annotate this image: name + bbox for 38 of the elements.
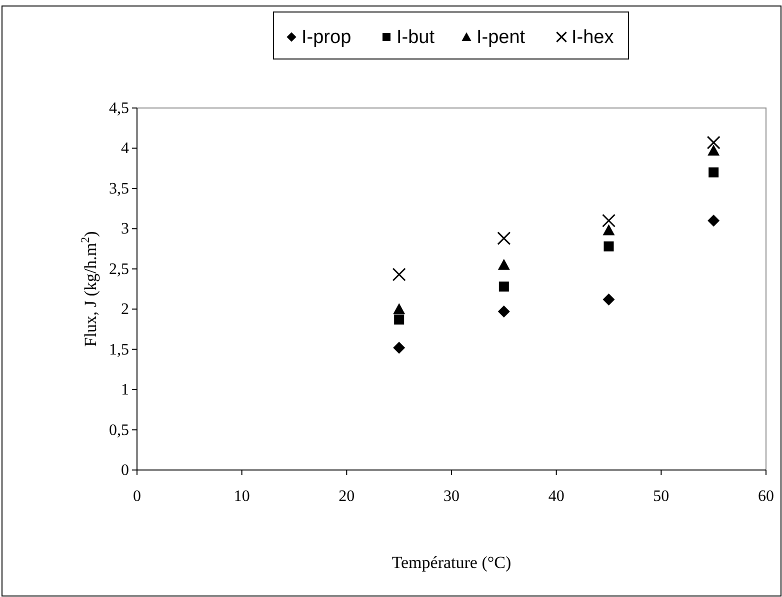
x-tick-label: 20 — [338, 488, 355, 505]
y-tick-label: 4 — [121, 140, 129, 158]
point — [602, 214, 616, 228]
y-tick-label: 0,5 — [109, 422, 129, 439]
y-tick-label: 1,5 — [109, 341, 129, 358]
x-tick-label: 40 — [548, 488, 564, 505]
point — [604, 241, 614, 252]
x-tick-label: 30 — [444, 488, 460, 505]
point — [498, 306, 510, 318]
y-tick-label: 2,5 — [109, 260, 129, 278]
legend-label: I-prop — [302, 27, 352, 48]
point — [393, 342, 406, 354]
point — [708, 214, 720, 227]
point — [392, 268, 406, 282]
legend-label: I-pent — [476, 27, 526, 48]
x-axis-title: Température (°C) — [392, 553, 512, 572]
y-tick-label: 3 — [121, 220, 129, 238]
y-tick-label: 0 — [121, 462, 129, 479]
point — [602, 224, 615, 236]
point — [393, 303, 406, 314]
point — [498, 258, 510, 270]
x-tick-label: 10 — [234, 488, 250, 505]
y-tick-label: 3,5 — [109, 180, 129, 198]
x-tick-label: 60 — [758, 488, 774, 505]
y-tick-label: 4,5 — [109, 100, 129, 117]
point — [602, 293, 615, 306]
point — [497, 232, 511, 246]
x-tick-label: 50 — [653, 488, 670, 505]
x-tick-label: 0 — [133, 488, 141, 505]
y-tick-label: 2 — [121, 301, 129, 318]
point — [708, 144, 720, 156]
point — [706, 136, 720, 150]
y-tick-label: 1 — [121, 382, 129, 399]
point — [498, 282, 509, 292]
legend-label: I-but — [396, 27, 436, 48]
point — [708, 167, 719, 178]
point — [394, 314, 404, 325]
legend-label: I-hex — [572, 27, 614, 48]
